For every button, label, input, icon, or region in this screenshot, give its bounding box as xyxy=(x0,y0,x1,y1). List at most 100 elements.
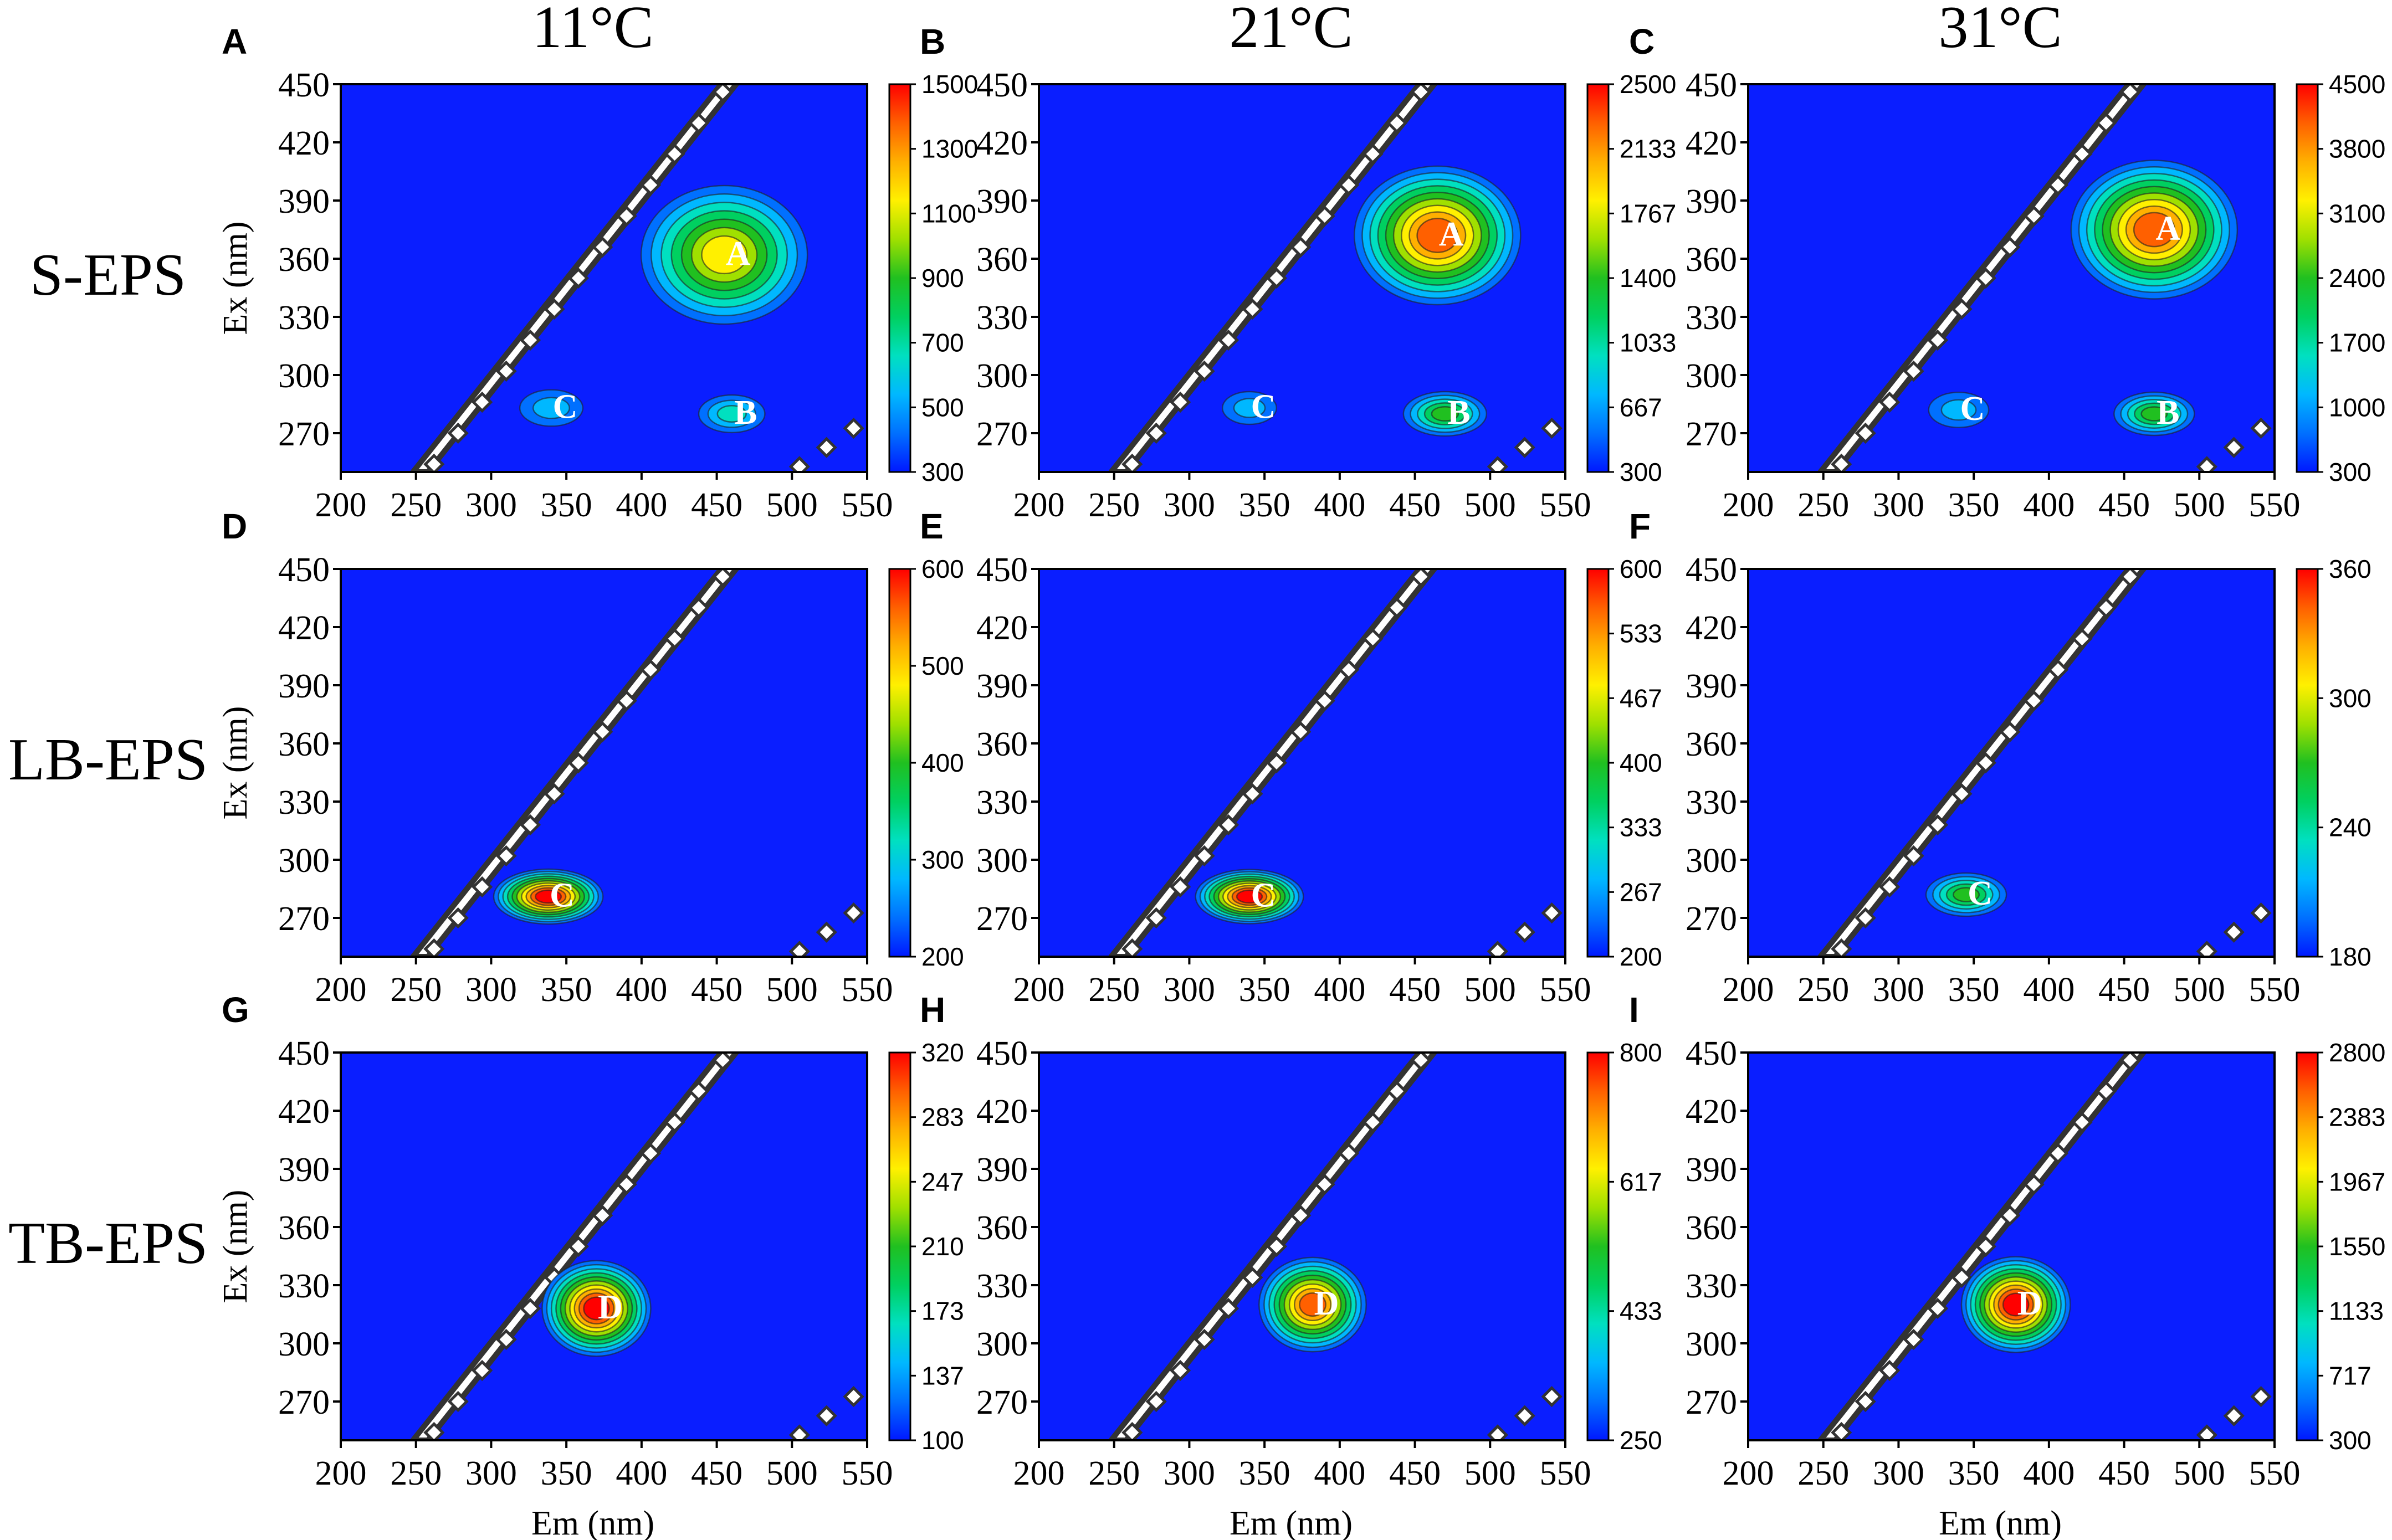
colorbar-tick-label: 200 xyxy=(1620,942,1662,971)
scatter-marker xyxy=(2095,112,2117,134)
panel-c: A B C C 450 420 390 360 330 300 270 200 250 300 350 400… xyxy=(1629,22,2385,524)
y-tick-label: 390 xyxy=(976,1151,1028,1189)
y-tick-label: 390 xyxy=(976,183,1028,220)
scatter-marker xyxy=(712,1053,734,1071)
x-tick-label: 350 xyxy=(1948,486,2000,524)
scatter-marker xyxy=(1951,298,1973,320)
y-tick-label: 450 xyxy=(976,551,1028,589)
x-tick-label: 200 xyxy=(1013,971,1065,1009)
colorbar-tick-label: 300 xyxy=(921,458,964,486)
y-tick-label: 420 xyxy=(976,609,1028,647)
x-tick-label: 500 xyxy=(766,971,818,1009)
x-tick-label: 550 xyxy=(842,1455,893,1492)
colorbar-tick-label: 247 xyxy=(921,1167,964,1196)
scatter-marker xyxy=(495,845,517,867)
scatter-marker xyxy=(1170,1359,1191,1382)
scatter-marker xyxy=(472,1359,493,1382)
scatter-marker xyxy=(1121,938,1143,957)
colorbar-tick-label: 3100 xyxy=(2329,199,2385,228)
scatter-marker xyxy=(2250,417,2272,439)
panel-letter: E xyxy=(920,506,944,546)
scatter-marker xyxy=(1514,921,1535,943)
plot-area xyxy=(410,84,864,472)
y-tick-label: 300 xyxy=(976,357,1028,395)
x-tick-label: 350 xyxy=(1239,971,1290,1009)
scatter-marker xyxy=(423,1421,445,1440)
scatter-marker xyxy=(1242,783,1263,805)
colorbar xyxy=(2296,1051,2319,1441)
y-tick-label: 450 xyxy=(278,66,330,104)
scatter-marker xyxy=(1541,902,1563,924)
y-tick-label: 390 xyxy=(278,668,330,705)
scatter-marker xyxy=(1831,1421,1852,1440)
x-tick-label: 350 xyxy=(541,971,592,1009)
scatter-marker xyxy=(2250,1385,2272,1408)
scatter-marker xyxy=(2023,1173,2045,1195)
y-tick-label: 330 xyxy=(1686,784,1737,822)
column-header: 11°C xyxy=(532,0,653,60)
scatter-marker xyxy=(2223,437,2245,458)
y-tick-label: 390 xyxy=(1686,1151,1737,1189)
y-tick-label: 360 xyxy=(976,726,1028,763)
scatter-marker xyxy=(1290,236,1312,258)
scatter-marker xyxy=(843,902,864,924)
scatter-marker xyxy=(616,205,637,227)
peak-label: C xyxy=(1251,877,1276,915)
colorbar-tick-label: 400 xyxy=(921,748,964,777)
x-tick-label: 250 xyxy=(1797,1455,1849,1492)
colorbar-tick-label: 467 xyxy=(1620,684,1662,712)
scatter-marker xyxy=(843,1385,864,1408)
scatter-marker xyxy=(544,298,565,320)
y-tick-label: 270 xyxy=(976,900,1028,938)
scatter-marker xyxy=(1145,907,1167,929)
x-tick-label: 450 xyxy=(691,971,742,1009)
scatter-marker xyxy=(1951,783,1973,805)
x-tick-label: 400 xyxy=(1314,1455,1365,1492)
scatter-marker xyxy=(1855,907,1876,929)
peak-label: C xyxy=(1251,388,1276,426)
scatter-marker xyxy=(1975,1235,1996,1257)
peak-label: B xyxy=(734,394,757,432)
colorbar-tick-label: 1100 xyxy=(921,199,976,228)
plot-frame xyxy=(340,83,868,473)
colorbar-tick-label: 1967 xyxy=(2329,1167,2385,1196)
y-tick-label: 270 xyxy=(1686,900,1737,938)
colorbar-tick-label: 267 xyxy=(1620,877,1662,906)
contour-level xyxy=(2133,212,2175,248)
scatter-marker xyxy=(816,1405,837,1426)
y-tick-label: 420 xyxy=(278,609,330,647)
panel-letter: B xyxy=(920,22,945,61)
x-tick-label: 350 xyxy=(541,486,592,524)
y-tick-label: 420 xyxy=(1686,1093,1737,1131)
contour-level xyxy=(2140,406,2168,422)
scatter-marker xyxy=(1121,453,1143,472)
scatter-marker xyxy=(2047,174,2069,196)
scatter-marker xyxy=(1855,422,1876,444)
scatter-marker xyxy=(688,1080,710,1102)
scatter-marker xyxy=(616,1173,637,1195)
contour-level xyxy=(1940,399,1977,421)
colorbar-tick-label: 137 xyxy=(921,1361,964,1390)
peak-label: A xyxy=(726,235,751,273)
colorbar-tick-label: 1400 xyxy=(1620,264,1676,292)
plot-background xyxy=(1748,1053,2275,1440)
scatter-marker xyxy=(1410,569,1432,588)
colorbar-tick-label: 360 xyxy=(2329,555,2371,583)
panel-d: C D 450 420 390 360 330 300 270 200 250 300 350 400 45… xyxy=(217,506,964,1009)
colorbar-tick-label: 210 xyxy=(921,1232,964,1261)
plot-background xyxy=(341,569,867,957)
x-tick-label: 300 xyxy=(1164,1455,1215,1492)
x-tick-label: 400 xyxy=(616,1455,667,1492)
y-tick-label: 300 xyxy=(278,1326,330,1363)
x-tick-label: 550 xyxy=(1540,486,1591,524)
colorbar-tick-label: 300 xyxy=(2329,1426,2371,1455)
x-tick-label: 250 xyxy=(1088,971,1140,1009)
scatter-marker xyxy=(816,921,837,943)
x-tick-label: 200 xyxy=(1723,971,1774,1009)
contour-level xyxy=(535,889,562,904)
scatter-marker xyxy=(2223,921,2245,943)
scatter-marker xyxy=(1386,597,1408,619)
y-tick-label: 330 xyxy=(1686,1267,1737,1305)
colorbar-tick-label: 800 xyxy=(1620,1038,1662,1067)
